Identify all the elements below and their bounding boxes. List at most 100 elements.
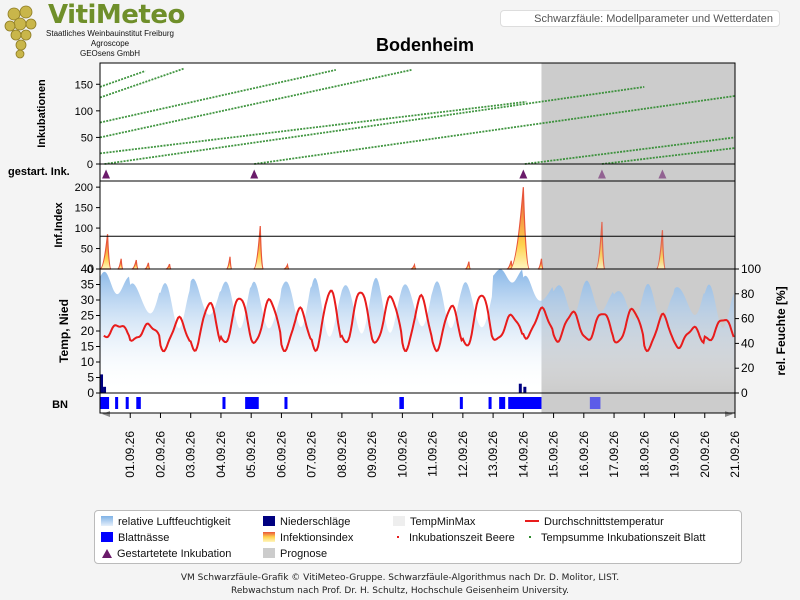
chart-legend: relative Luftfeuchtigkeit Niederschläge Te…	[94, 510, 742, 564]
infection-swatch	[263, 532, 275, 542]
legend-label: TempMinMax	[410, 516, 476, 528]
weather-left-ytick-label: 30	[81, 293, 95, 307]
started-incubation-label: gestart. Ink.	[8, 166, 70, 178]
precipitation-bar-3	[523, 386, 527, 393]
temperature-line	[103, 289, 735, 353]
weather-left-ytick-label: 20	[81, 324, 95, 338]
x-tick-label: 14.09.26	[516, 431, 530, 478]
incubation-line-5	[104, 86, 645, 165]
leaf-incubation-dot-icon	[529, 536, 531, 538]
x-tick-label: 19.09.26	[668, 431, 682, 478]
legend-label: Infektionsindex	[280, 532, 354, 544]
precipitation-bar-0	[100, 374, 104, 393]
logo-line-3: GEOsens GmbH	[79, 49, 140, 58]
x-tick-label: 07.09.26	[305, 431, 319, 478]
incubation-line-2	[99, 69, 337, 124]
x-tick-label: 11.09.26	[426, 431, 440, 477]
leaf-wetness-bar-9	[488, 397, 492, 409]
x-tick-label: 13.09.26	[486, 431, 500, 478]
legend-item: Tempsumme Inkubationszeit Blatt	[525, 532, 705, 544]
footer-credit-line-1: VM Schwarzfäule-Grafik © VitiMeteo-Grupp…	[180, 573, 620, 583]
leaf-wetness-bar-2	[125, 397, 129, 409]
footer-credit-line-2: Rebwachstum nach Prof. Dr. H. Schultz, H…	[231, 586, 569, 596]
incubation-line-7	[524, 136, 736, 165]
x-tick-label: 03.09.26	[184, 431, 198, 478]
weather-right-ytick-label: 60	[741, 312, 755, 326]
weather-left-ytick-label: 40	[81, 262, 95, 276]
triangle-marker-icon	[102, 549, 112, 558]
started-incubation-marker-1	[250, 169, 259, 179]
x-tick-label: 08.09.26	[335, 431, 349, 478]
weather-right-ytick-label: 20	[741, 361, 755, 375]
x-tick-label: 01.09.26	[123, 431, 137, 478]
incubation-line-1	[99, 67, 185, 99]
weather-right-ytick-label: 40	[741, 336, 755, 350]
legend-label: relative Luftfeuchtigkeit	[118, 516, 231, 528]
started-incubation-marker-3	[597, 169, 606, 179]
leaf-wetness-bar-8	[459, 397, 463, 409]
leaf-wetness-bar-3	[136, 397, 141, 409]
leaf-wetness-bar-7	[399, 397, 404, 409]
weather-right-ytick-label: 80	[741, 287, 755, 301]
weather-left-axis-label: Temp, Nied	[57, 299, 71, 363]
incubation-ytick-label: 150	[75, 79, 93, 91]
legend-item: Inkubationszeit Beere	[393, 532, 515, 544]
leaf-wetness-bar-0	[100, 397, 110, 409]
leaf-wetness-bar-12	[589, 397, 601, 409]
precipitation-bar-1	[103, 386, 107, 393]
legend-item: Durchschnittstemperatur	[525, 516, 664, 528]
berry-incubation-dot-icon	[397, 536, 399, 538]
infection-axis-label: Inf.Index	[53, 202, 65, 248]
x-tick-label: 10.09.26	[395, 431, 409, 478]
precipitation-swatch	[263, 516, 275, 526]
incubation-line-6	[254, 95, 736, 165]
tempminmax-swatch	[393, 516, 405, 526]
started-incubation-marker-0	[102, 169, 111, 179]
incubation-ytick-label: 0	[87, 159, 93, 171]
legend-label: Gestartetete Inkubation	[117, 548, 232, 560]
infection-ytick-label: 200	[75, 182, 93, 194]
leaf-wetness-label: BN	[52, 399, 68, 411]
leaf-wetness-bar-6	[284, 397, 288, 409]
legend-item: Prognose	[263, 548, 327, 560]
infection-peak-0	[99, 234, 112, 270]
x-tick-label: 06.09.26	[274, 431, 288, 478]
infection-peak-14	[655, 230, 666, 270]
legend-item: Gestartetete Inkubation	[101, 548, 231, 560]
weather-right-ytick-label: 100	[741, 262, 761, 276]
legend-item: Niederschläge	[263, 516, 350, 528]
weather-left-ytick-label: 10	[81, 355, 95, 369]
page-subtitle: Schwarzfäule: Modellparameter und Wetter…	[500, 10, 780, 27]
leaf-wetness-bar-5	[245, 397, 259, 409]
leaf-wetness-bar-11	[508, 397, 542, 409]
infection-ytick-label: 100	[75, 223, 93, 235]
incubation-ytick-label: 50	[81, 132, 93, 144]
logo-grape-icon	[4, 2, 40, 60]
leaf-wetness-swatch	[101, 532, 113, 542]
incubation-line-0	[99, 70, 146, 88]
logo-line-2: Agroscope	[90, 39, 130, 48]
legend-label: Niederschläge	[280, 516, 351, 528]
x-tick-label: 20.09.26	[698, 431, 712, 478]
logo-line-1: Staatliches Weinbauinstitut Freiburg	[46, 29, 174, 38]
x-tick-label: 12.09.26	[456, 431, 470, 478]
weather-right-axis-label: rel. Feuchte [%]	[774, 286, 788, 375]
legend-label: Blattnässe	[118, 532, 170, 544]
infection-ytick-label: 50	[81, 244, 93, 256]
weather-left-ytick-label: 5	[87, 371, 94, 385]
weather-left-ytick-label: 0	[87, 386, 94, 400]
infection-peak-13	[595, 221, 606, 270]
legend-label: Durchschnittstemperatur	[544, 516, 664, 528]
x-tick-label: 02.09.26	[153, 431, 167, 478]
started-incubation-marker-2	[519, 169, 528, 179]
logo-title: VitiMeteo	[48, 0, 185, 30]
plot-frame	[99, 62, 736, 414]
started-incubation-marker-4	[658, 169, 667, 179]
infection-peak-6	[253, 225, 264, 270]
forecast-swatch	[263, 548, 275, 558]
x-tick-label: 05.09.26	[244, 431, 258, 478]
legend-label: Tempsumme Inkubationszeit Blatt	[541, 532, 706, 544]
incubation-ytick-label: 100	[75, 106, 93, 118]
leaf-wetness-bar-10	[499, 397, 506, 409]
